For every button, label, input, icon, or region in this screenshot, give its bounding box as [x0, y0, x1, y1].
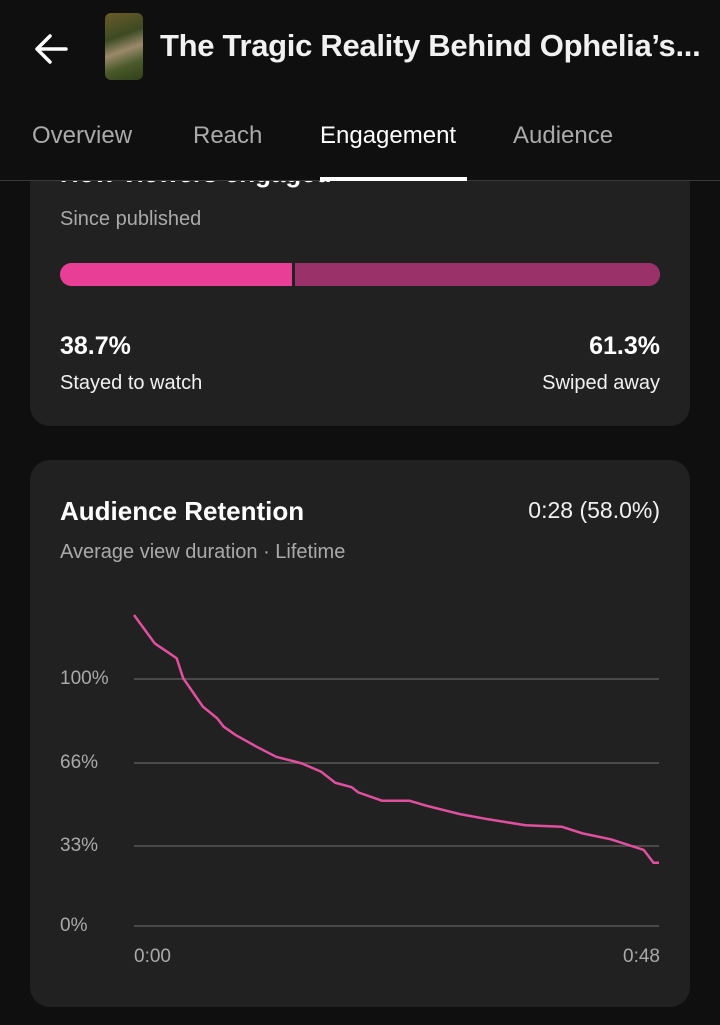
y-tick-label: 33%: [60, 835, 99, 856]
video-thumbnail: [105, 13, 143, 80]
x-tick-label: 0:00: [134, 946, 171, 967]
retention-subtitle: Average view duration · Lifetime: [60, 541, 346, 563]
segment-divider: [292, 263, 296, 286]
stayed-label: Stayed to watch: [60, 372, 203, 394]
x-tick-label: 0:48: [623, 946, 660, 967]
tab-engagement[interactable]: Engagement: [320, 122, 457, 149]
back-button[interactable]: [30, 28, 72, 70]
tab-audience[interactable]: Audience: [513, 122, 614, 149]
y-tick-label: 100%: [60, 668, 109, 689]
stayed-value: 38.7%: [60, 332, 131, 360]
y-tick-label: 0%: [60, 915, 88, 936]
retention-title: Audience Retention: [60, 496, 305, 526]
swiped-value: 61.3%: [589, 332, 660, 360]
arrow-left-icon: [35, 34, 68, 64]
swiped-label: Swiped away: [542, 372, 660, 394]
video-title: The Tragic Reality Behind Ophelia’s...: [160, 28, 701, 63]
stayed-segment: [60, 263, 293, 286]
retention-summary: 0:28 (58.0%): [528, 497, 660, 523]
tab-overview[interactable]: Overview: [32, 122, 133, 149]
engagement-subtitle: Since published: [60, 208, 202, 230]
swiped-segment: [295, 263, 660, 286]
y-tick-label: 66%: [60, 752, 99, 773]
active-tab-indicator: [320, 177, 467, 181]
tab-reach[interactable]: Reach: [193, 122, 263, 149]
engagement-bar: [60, 263, 660, 286]
top-app-bar: The Tragic Reality Behind Ophelia’s... O…: [0, 0, 720, 181]
